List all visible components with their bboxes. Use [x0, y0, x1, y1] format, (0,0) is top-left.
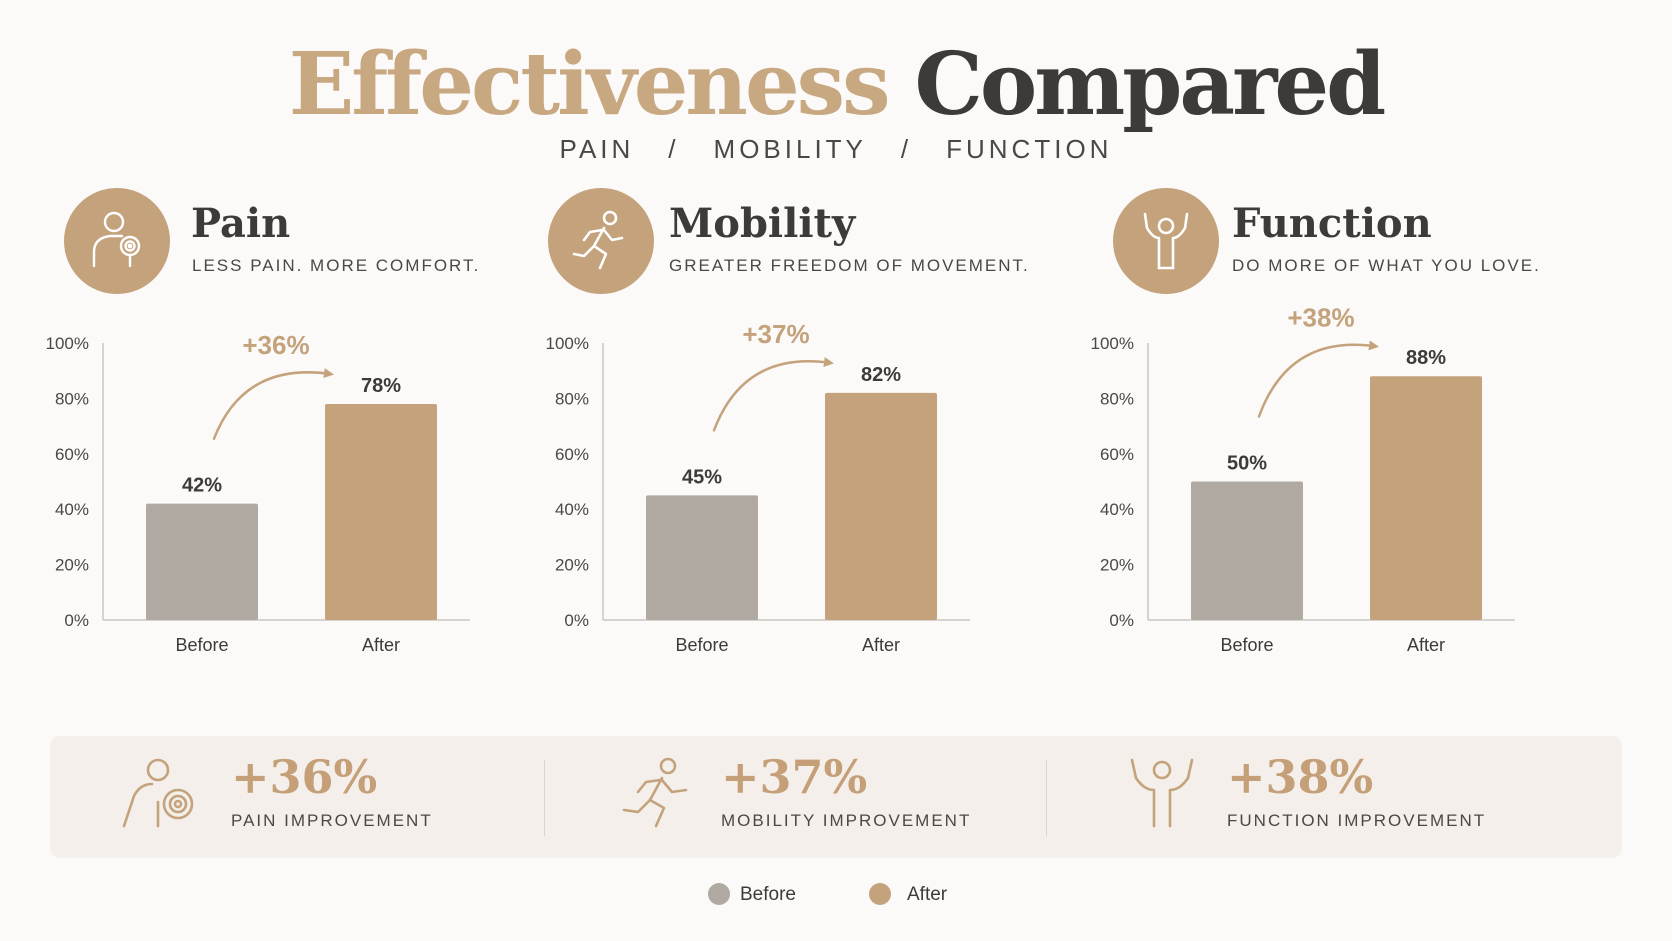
summary-label: MOBILITY IMPROVEMENT	[721, 811, 972, 830]
section-title: Function	[1232, 200, 1432, 247]
summary-divider	[1046, 760, 1047, 836]
summary-item-pain: +36% PAIN IMPROVEMENT	[118, 736, 538, 858]
running-person-icon	[572, 210, 624, 270]
chart-pain: 0% 20% 40% 60% 80% 100% 42% Before 78% After +36%	[40, 330, 520, 710]
subtitle-separator: /	[668, 134, 680, 164]
chart-mobility: 0% 20% 40% 60% 80% 100% 45% Before 82% After +37%	[540, 319, 1020, 710]
x-category-label: Before	[175, 635, 228, 655]
legend-label-after: After	[907, 884, 948, 905]
improvement-summary: +36% PAIN IMPROVEMENT +37% MOBILITY IMPR…	[50, 736, 1622, 858]
bar-value-label: 42%	[182, 475, 222, 497]
improvement-label: +38%	[1287, 302, 1354, 332]
pain-icon-badge	[64, 188, 170, 294]
summary-divider	[544, 760, 545, 836]
bar-value-label: 50%	[1227, 453, 1267, 475]
y-tick-label: 20%	[555, 556, 589, 575]
summary-value: +36%	[231, 750, 378, 804]
summary-value: +38%	[1227, 750, 1374, 804]
pain-target-icon	[122, 758, 194, 828]
pain-target-icon	[92, 211, 141, 268]
bar-value-label: 45%	[682, 466, 722, 488]
x-category-label: Before	[1220, 635, 1273, 655]
mobility-icon-badge	[548, 188, 654, 294]
summary-label: PAIN IMPROVEMENT	[231, 811, 433, 830]
bar-after	[825, 392, 937, 620]
legend-swatch-before	[708, 883, 730, 905]
bar-value-label: 78%	[361, 375, 401, 397]
y-tick-label: 40%	[55, 500, 89, 519]
y-tick-label: 0%	[1109, 611, 1134, 630]
bar-before	[646, 495, 758, 620]
raised-arms-person-icon	[1130, 758, 1194, 828]
section-header-function: Function DO MORE OF WHAT YOU LOVE.	[1113, 188, 1539, 298]
chart-legend: Before After	[0, 880, 1672, 910]
section-tagline: LESS PAIN. MORE COMFORT.	[192, 256, 481, 275]
page-title: Effectiveness Compared	[0, 30, 1672, 140]
improvement-arrow	[712, 357, 834, 432]
legend-swatch-after	[869, 883, 891, 905]
y-tick-label: 80%	[1100, 389, 1134, 408]
bar-chart-function: 0% 20% 40% 60% 80% 100% 50% Before 88% After +38%	[1091, 302, 1515, 655]
summary-item-mobility: +37% MOBILITY IMPROVEMENT	[616, 736, 1036, 858]
subtitle-separator: /	[900, 134, 913, 164]
y-tick-label: 0%	[564, 611, 589, 630]
summary-item-function: +38% FUNCTION IMPROVEMENT	[1122, 736, 1562, 858]
summary-value: +37%	[721, 750, 868, 804]
bar-chart-mobility: 0% 20% 40% 60% 80% 100% 45% Before 82% After +37%	[546, 319, 970, 655]
y-tick-label: 80%	[55, 389, 89, 408]
improvement-label: +37%	[742, 319, 809, 349]
bar-chart-pain: 0% 20% 40% 60% 80% 100% 42% Before 78% After +36%	[46, 330, 470, 655]
section-header-mobility: Mobility GREATER FREEDOM OF MOVEMENT.	[548, 188, 1028, 298]
page-subtitle: PAIN / MOBILITY / FUNCTION	[0, 134, 1672, 165]
y-tick-label: 0%	[64, 611, 89, 630]
summary-label: FUNCTION IMPROVEMENT	[1227, 811, 1487, 830]
y-tick-label: 20%	[55, 556, 89, 575]
section-tagline: DO MORE OF WHAT YOU LOVE.	[1232, 256, 1541, 275]
bar-after	[1370, 376, 1482, 620]
improvement-label: +36%	[242, 330, 309, 360]
x-category-label: After	[362, 635, 400, 655]
running-person-icon	[622, 757, 688, 828]
y-tick-label: 60%	[1100, 445, 1134, 464]
y-tick-label: 40%	[1100, 500, 1134, 519]
chart-function: 0% 20% 40% 60% 80% 100% 50% Before 88% After +38%	[1085, 302, 1565, 710]
subtitle-mobility: MOBILITY	[713, 134, 867, 164]
subtitle-function: FUNCTION	[946, 134, 1113, 164]
bar-value-label: 82%	[861, 364, 901, 386]
section-title: Mobility	[669, 200, 856, 247]
section-header-pain: Pain LESS PAIN. MORE COMFORT.	[64, 188, 484, 298]
x-category-label: After	[862, 635, 900, 655]
legend-label-before: Before	[740, 884, 796, 905]
bar-after	[325, 403, 437, 620]
section-tagline: GREATER FREEDOM OF MOVEMENT.	[669, 256, 1030, 275]
raised-arms-person-icon	[1143, 212, 1189, 270]
section-title: Pain	[191, 200, 291, 247]
improvement-arrow	[212, 368, 334, 440]
bar-before	[146, 503, 258, 620]
y-tick-label: 40%	[555, 500, 589, 519]
title-part-2: Compared	[914, 34, 1386, 135]
y-tick-label: 60%	[555, 445, 589, 464]
bar-value-label: 88%	[1406, 347, 1446, 369]
y-tick-label: 100%	[546, 334, 589, 353]
title-part-1: Effectiveness	[288, 34, 891, 135]
y-tick-label: 100%	[46, 334, 89, 353]
subtitle-pain: PAIN	[559, 134, 635, 164]
bar-before	[1191, 481, 1303, 620]
x-category-label: After	[1407, 635, 1445, 655]
y-tick-label: 80%	[555, 389, 589, 408]
y-tick-label: 100%	[1091, 334, 1134, 353]
x-category-label: Before	[675, 635, 728, 655]
improvement-arrow	[1257, 340, 1379, 418]
y-tick-label: 60%	[55, 445, 89, 464]
y-tick-label: 20%	[1100, 556, 1134, 575]
function-icon-badge	[1113, 188, 1219, 294]
